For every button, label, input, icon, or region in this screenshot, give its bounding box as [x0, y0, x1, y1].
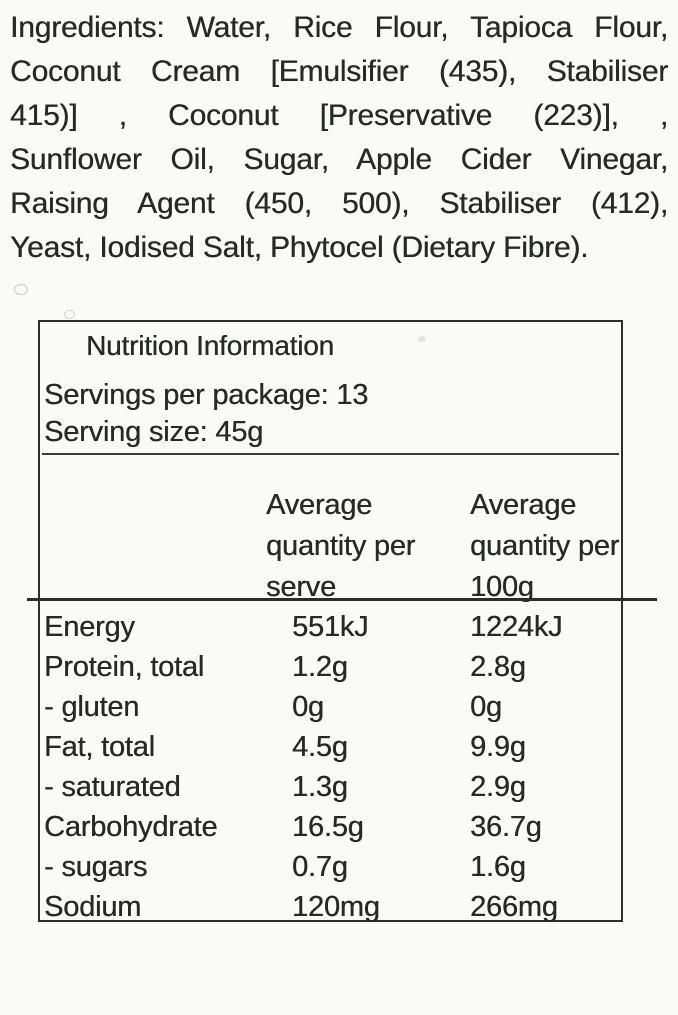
value-per-serve: 1.3g — [292, 771, 348, 803]
serving-separator-rule — [42, 453, 619, 455]
nutrition-information-panel: Nutrition Information Servings per packa… — [38, 320, 623, 923]
ingredients-line: Ingredients: Water, Rice Flour, Tapioca … — [10, 11, 668, 44]
ingredients-line: Sunflower Oil, Sugar, Apple Cider Vinega… — [10, 143, 668, 176]
value-per-serve: 1.2g — [292, 651, 348, 683]
column-header-per-100g: Average quantity per 100g — [470, 489, 620, 603]
scan-artifact — [64, 310, 75, 319]
serving-size: Serving size: 45g — [44, 416, 264, 448]
table-row-carbohydrate: Carbohydrate 16.5g 36.7g — [40, 807, 621, 847]
ingredients-line: Coconut Cream [Emulsifier (435), Stabili… — [10, 55, 668, 88]
value-per-100g: 1.6g — [470, 851, 526, 883]
scan-artifact — [14, 284, 28, 295]
table-header-rule — [27, 598, 657, 601]
nutrition-panel-title: Nutrition Information — [86, 330, 334, 361]
column-header-per-serve: Average quantity per serve — [266, 489, 416, 603]
value-per-100g: 0g — [470, 691, 502, 723]
table-row-energy: Energy 551kJ 1224kJ — [40, 607, 621, 647]
nutrient-label: Carbohydrate — [44, 811, 218, 843]
nutrient-label: Protein, total — [44, 651, 205, 683]
table-row-saturated: - saturated 1.3g 2.9g — [40, 767, 621, 807]
table-row-sugars: - sugars 0.7g 1.6g — [40, 847, 621, 887]
table-row-protein: Protein, total 1.2g 2.8g — [40, 647, 621, 687]
value-per-100g: 1224kJ — [470, 611, 563, 643]
nutrient-label: - gluten — [44, 691, 140, 723]
value-per-serve: 16.5g — [292, 811, 364, 843]
servings-per-package: Servings per package: 13 — [44, 379, 369, 411]
nutrient-label: Sodium — [44, 891, 142, 923]
nutrition-table-rows: Energy 551kJ 1224kJ Protein, total 1.2g … — [40, 607, 621, 927]
nutrient-label: - saturated — [44, 771, 181, 803]
value-per-100g: 266mg — [470, 891, 558, 923]
value-per-100g: 2.9g — [470, 771, 526, 803]
nutrient-label: Energy — [44, 611, 135, 643]
nutrient-label: - sugars — [44, 851, 148, 883]
ingredients-line: Raising Agent (450, 500), Stabiliser (41… — [10, 187, 668, 220]
table-row-gluten: - gluten 0g 0g — [40, 687, 621, 727]
value-per-serve: 0g — [292, 691, 324, 723]
table-row-fat: Fat, total 4.5g 9.9g — [40, 727, 621, 767]
ingredients-line: 415)] , Coconut [Preservative (223)], , — [10, 99, 668, 132]
value-per-serve: 0.7g — [292, 851, 348, 883]
nutrient-label: Fat, total — [44, 731, 155, 763]
value-per-serve: 120mg — [292, 891, 380, 923]
value-per-serve: 551kJ — [292, 611, 369, 643]
value-per-100g: 36.7g — [470, 811, 542, 843]
ingredients-line: Yeast, Iodised Salt, Phytocel (Dietary F… — [10, 231, 589, 264]
value-per-100g: 9.9g — [470, 731, 526, 763]
value-per-serve: 4.5g — [292, 731, 348, 763]
ingredients-paragraph: Ingredients: Water, Rice Flour, Tapioca … — [10, 6, 668, 270]
value-per-100g: 2.8g — [470, 651, 526, 683]
table-row-sodium: Sodium 120mg 266mg — [40, 887, 621, 927]
